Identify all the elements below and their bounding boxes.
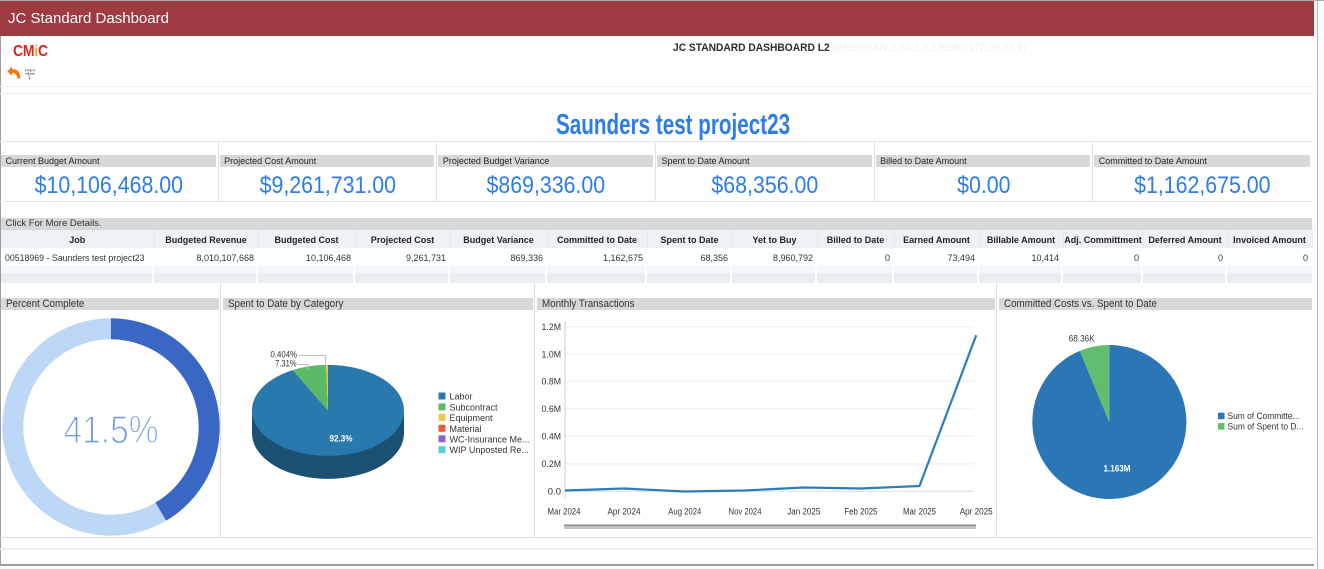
svg-text:0.8M: 0.8M xyxy=(542,377,562,388)
svg-text:Aug 2024: Aug 2024 xyxy=(668,507,701,518)
svg-text:41.5%: 41.5% xyxy=(64,409,159,452)
svg-text:1.2M: 1.2M xyxy=(542,322,562,333)
svg-text:Jan 2025: Jan 2025 xyxy=(787,507,820,518)
svg-text:1.163M: 1.163M xyxy=(1104,464,1131,475)
svg-text:0.6M: 0.6M xyxy=(542,404,562,415)
svg-text:Material: Material xyxy=(450,424,482,434)
svg-text:Labor: Labor xyxy=(450,392,473,402)
svg-text:1.0M: 1.0M xyxy=(542,349,562,360)
svg-text:Feb 2025: Feb 2025 xyxy=(844,507,877,518)
svg-text:0.4M: 0.4M xyxy=(542,432,562,443)
svg-text:Nov 2024: Nov 2024 xyxy=(729,507,762,518)
svg-text:WC-Insurance Me...: WC-Insurance Me... xyxy=(450,434,530,444)
svg-text:0.404%: 0.404% xyxy=(271,350,298,361)
svg-text:Mar 2024: Mar 2024 xyxy=(548,507,581,518)
svg-text:0.0: 0.0 xyxy=(548,487,561,498)
svg-text:7.31%: 7.31% xyxy=(275,359,297,370)
svg-text:0.2M: 0.2M xyxy=(542,459,562,470)
svg-text:Apr 2024: Apr 2024 xyxy=(608,507,641,518)
svg-text:Apr 2025: Apr 2025 xyxy=(960,507,993,518)
svg-text:Mar 2025: Mar 2025 xyxy=(903,507,936,518)
svg-text:68.36K: 68.36K xyxy=(1069,334,1096,345)
svg-text:WIP Unposted Re...: WIP Unposted Re... xyxy=(450,445,529,455)
svg-text:Sum of Committe...: Sum of Committe... xyxy=(1228,411,1300,421)
svg-text:Subcontract: Subcontract xyxy=(450,402,499,412)
svg-text:92.3%: 92.3% xyxy=(330,434,353,445)
svg-text:Sum of Spent to D...: Sum of Spent to D... xyxy=(1228,422,1304,432)
svg-text:Equipment: Equipment xyxy=(450,413,494,423)
